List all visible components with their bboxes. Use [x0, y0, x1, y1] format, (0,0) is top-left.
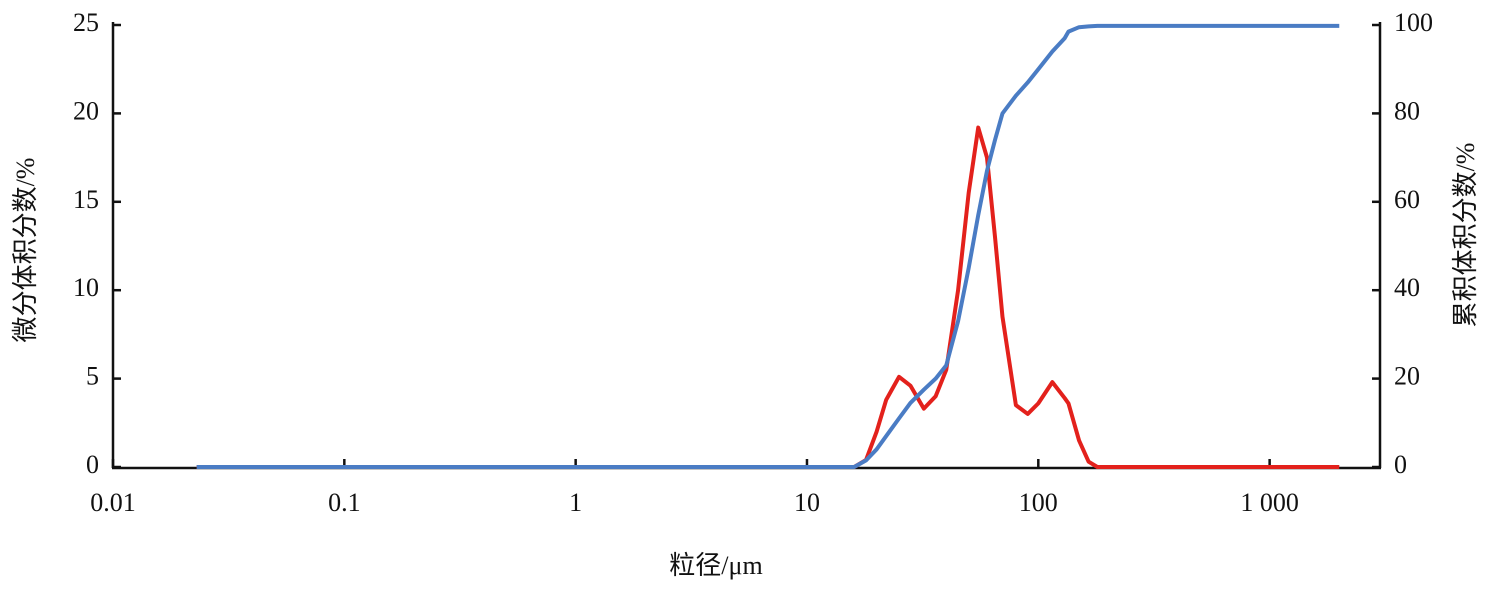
series-line — [196, 23, 1340, 469]
y2-tick-label: 20 — [1394, 362, 1420, 391]
y-tick-label: 10 — [73, 273, 99, 302]
y-axis-label: 微分体积分数/% — [11, 158, 40, 343]
y2-tick-label: 100 — [1394, 8, 1433, 37]
x-tick-label: 1 — [569, 488, 582, 517]
y-tick-label: 20 — [73, 96, 99, 125]
y2-tick-label: 80 — [1394, 96, 1420, 125]
y-tick-label: 25 — [73, 8, 99, 37]
y-tick-label: 15 — [73, 185, 99, 214]
y2-tick-label: 60 — [1394, 185, 1420, 214]
x-tick-label: 0.1 — [328, 488, 361, 517]
y2-tick-label: 40 — [1394, 273, 1420, 302]
y2-tick-label: 0 — [1394, 450, 1407, 479]
x-tick-label: 0.01 — [90, 488, 136, 517]
x-axis-label: 粒径/μm — [669, 551, 762, 580]
x-tick-label: 100 — [1019, 488, 1058, 517]
x-tick-label: 10 — [794, 488, 820, 517]
y-tick-label: 5 — [86, 362, 99, 391]
y2-axis-label: 累积体积分数/% — [1451, 143, 1480, 328]
x-tick-label: 1 000 — [1240, 488, 1299, 517]
y-tick-label: 0 — [86, 450, 99, 479]
series-line — [196, 125, 1340, 469]
